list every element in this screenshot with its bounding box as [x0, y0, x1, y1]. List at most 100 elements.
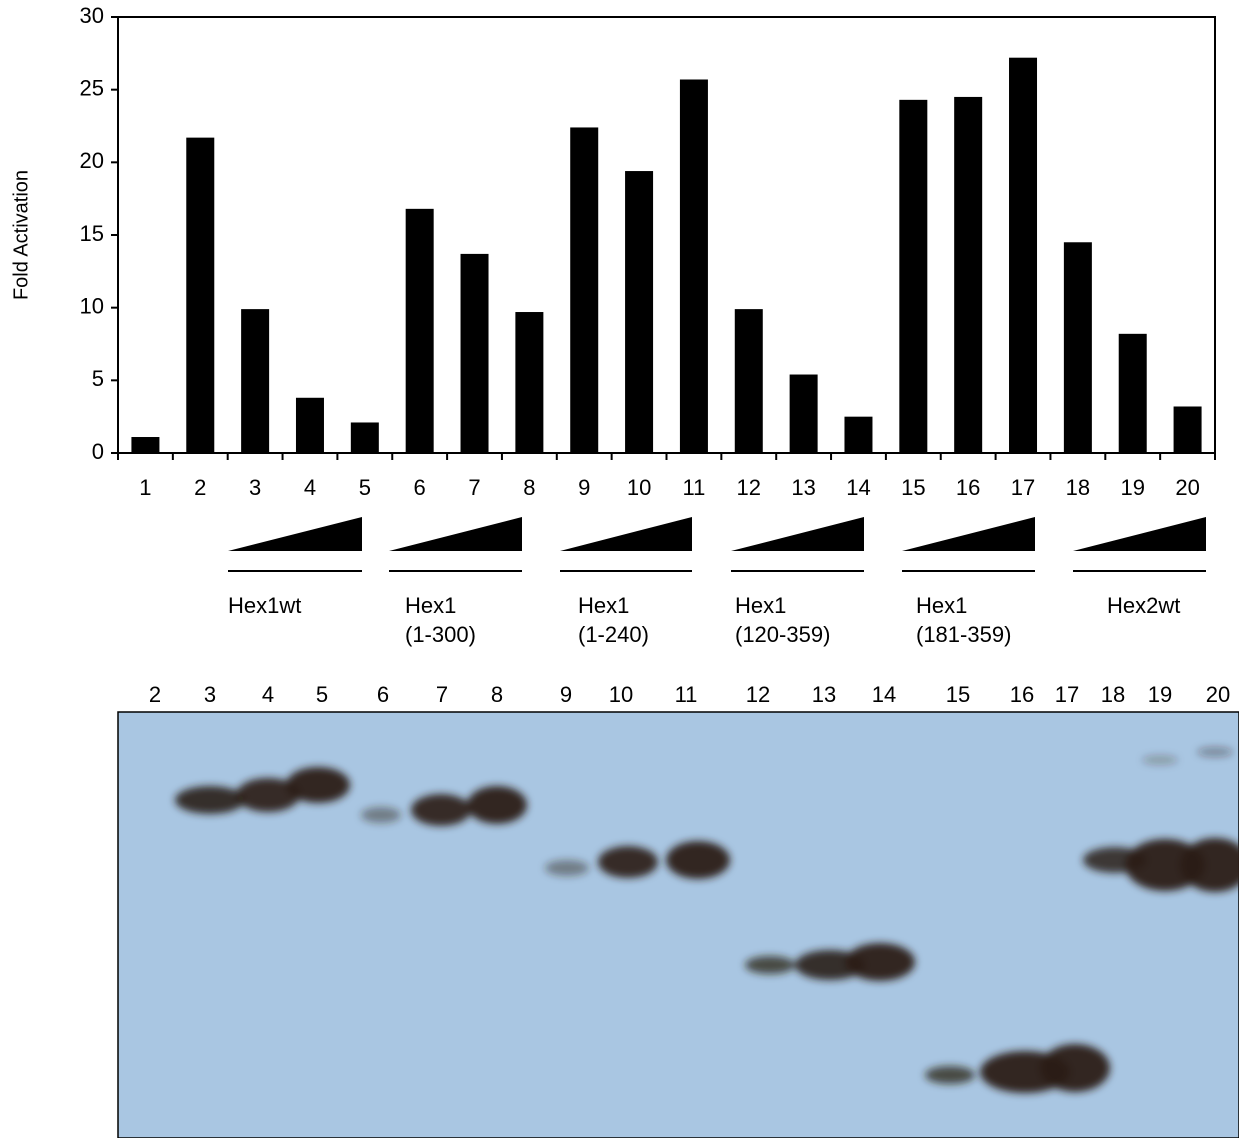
y-tick-label: 15 — [80, 221, 104, 246]
lane-label: 8 — [491, 682, 503, 707]
lane-label: 15 — [946, 682, 970, 707]
bar — [1118, 333, 1147, 453]
blot-band — [236, 778, 300, 812]
x-tick-label: 5 — [359, 475, 371, 500]
lane-label: 12 — [746, 682, 770, 707]
blot-band — [845, 943, 915, 981]
dose-wedge — [1073, 517, 1206, 551]
y-tick-label: 20 — [80, 148, 104, 173]
lane-label: 6 — [377, 682, 389, 707]
blot-band — [1142, 755, 1178, 765]
blot-band — [1180, 838, 1239, 892]
x-tick-label: 10 — [627, 475, 651, 500]
blot-band — [467, 786, 527, 824]
y-tick-label: 5 — [92, 366, 104, 391]
x-tick-label: 19 — [1120, 475, 1144, 500]
x-tick-label: 2 — [194, 475, 206, 500]
blot-band — [175, 786, 245, 814]
bar — [734, 309, 763, 453]
plot-frame — [117, 16, 1216, 454]
group-label: (120-359) — [735, 622, 830, 647]
lane-label: 2 — [149, 682, 161, 707]
bar — [789, 374, 818, 453]
blot-band — [925, 1066, 975, 1084]
blot-band — [598, 846, 658, 878]
blot-band — [286, 767, 350, 803]
lane-label: 4 — [262, 682, 274, 707]
x-tick-label: 17 — [1011, 475, 1035, 500]
blot-band — [1040, 1044, 1110, 1092]
bar — [295, 397, 324, 453]
x-tick-label: 18 — [1066, 475, 1090, 500]
bar — [844, 416, 873, 453]
y-axis-label: Fold Activation — [10, 170, 32, 300]
bar — [625, 171, 654, 453]
x-tick-label: 14 — [846, 475, 870, 500]
y-tick-label: 10 — [80, 293, 104, 318]
lane-label: 10 — [609, 682, 633, 707]
dose-wedge — [731, 517, 864, 551]
x-tick-label: 1 — [139, 475, 151, 500]
x-tick-label: 15 — [901, 475, 925, 500]
group-label: Hex1wt — [228, 593, 301, 618]
bar — [350, 422, 379, 453]
bar — [570, 127, 599, 453]
bar — [1009, 57, 1038, 454]
lane-label: 20 — [1206, 682, 1230, 707]
blot-bands — [175, 747, 1239, 1093]
group-label: Hex1 — [916, 593, 967, 618]
lane-label: 14 — [872, 682, 896, 707]
x-tick-label: 13 — [791, 475, 815, 500]
bar — [1173, 406, 1202, 453]
bar — [241, 309, 270, 453]
blot-band — [666, 841, 730, 879]
x-tick-label: 6 — [414, 475, 426, 500]
bar — [515, 312, 544, 453]
group-label: Hex2wt — [1107, 593, 1180, 618]
blot-band — [1197, 747, 1233, 757]
lane-label: 3 — [204, 682, 216, 707]
y-tick-label: 30 — [80, 3, 104, 28]
group-label: Hex1 — [405, 593, 456, 618]
x-tick-label: 4 — [304, 475, 316, 500]
lane-label: 5 — [316, 682, 328, 707]
lane-label: 19 — [1148, 682, 1172, 707]
x-tick-label: 16 — [956, 475, 980, 500]
blot-band — [411, 794, 471, 826]
bar — [131, 437, 160, 453]
blot-band — [545, 860, 589, 876]
blot-band — [361, 807, 401, 823]
lane-label: 11 — [675, 682, 698, 707]
group-label: (1-240) — [578, 622, 649, 647]
x-tick-label: 3 — [249, 475, 261, 500]
dose-wedge — [560, 517, 692, 551]
lane-label: 18 — [1101, 682, 1125, 707]
x-tick-label: 20 — [1175, 475, 1199, 500]
blot-band — [745, 956, 795, 974]
bar — [405, 208, 434, 453]
bar — [899, 99, 928, 453]
y-tick-label: 25 — [80, 75, 104, 100]
group-label: Hex1 — [735, 593, 786, 618]
bar — [679, 79, 708, 453]
x-tick-label: 12 — [737, 475, 761, 500]
bar — [460, 253, 489, 453]
lane-label: 16 — [1010, 682, 1034, 707]
bar — [1063, 242, 1092, 453]
lane-label: 9 — [560, 682, 572, 707]
x-tick-label: 8 — [523, 475, 535, 500]
lane-label: 13 — [812, 682, 836, 707]
bar — [954, 96, 983, 453]
x-tick-label: 7 — [468, 475, 480, 500]
bar — [186, 137, 215, 454]
lane-label: 17 — [1055, 682, 1079, 707]
group-label: (181-359) — [916, 622, 1011, 647]
lane-label: 7 — [436, 682, 448, 707]
y-tick-label: 0 — [92, 439, 104, 464]
x-tick-label: 11 — [683, 475, 706, 500]
dose-wedge — [389, 517, 522, 551]
group-label: (1-300) — [405, 622, 476, 647]
x-tick-label: 9 — [578, 475, 590, 500]
dose-wedge — [228, 517, 362, 551]
